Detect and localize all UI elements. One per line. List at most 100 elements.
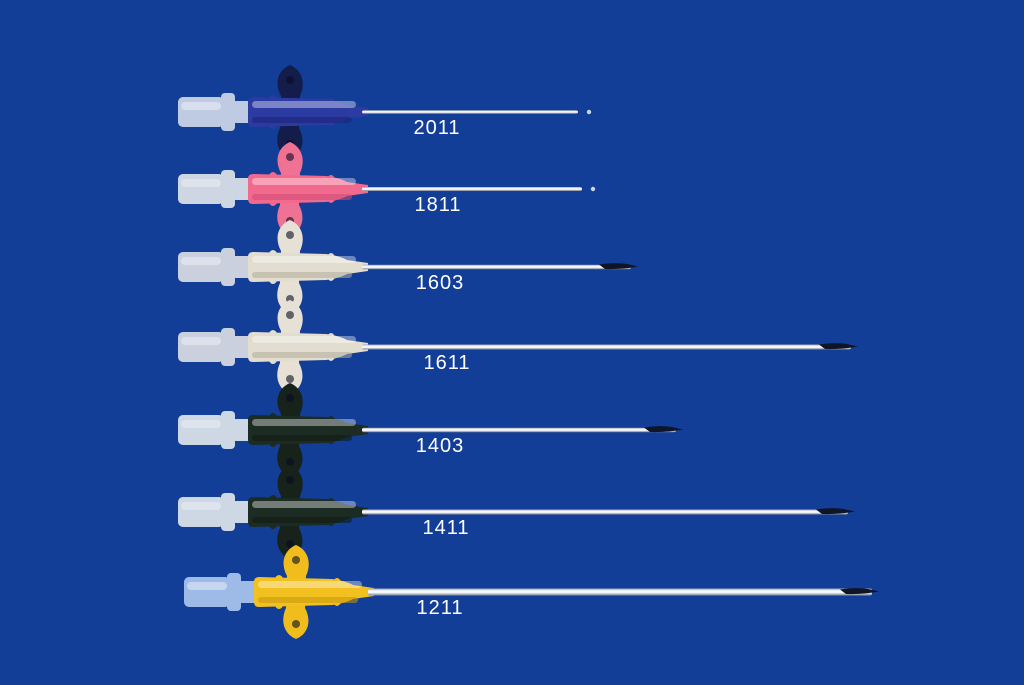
hub-highlight xyxy=(258,581,362,588)
cap-stub xyxy=(240,581,257,603)
bevel-opening xyxy=(819,343,858,350)
catheter: 1611 xyxy=(178,300,858,394)
hub-shadow xyxy=(252,117,352,123)
bevel-opening xyxy=(644,426,683,433)
wing-hole-bottom xyxy=(286,540,294,548)
luer-cap xyxy=(178,411,251,449)
needle-shaft xyxy=(362,509,848,515)
cap-cylinder xyxy=(178,497,224,527)
needle-bevel-tip-icon xyxy=(819,343,858,350)
needle-shaft xyxy=(362,110,578,114)
hub-shadow xyxy=(252,272,352,278)
hub-highlight xyxy=(252,336,356,343)
needle-shaft xyxy=(362,427,676,433)
hub-shadow xyxy=(252,435,352,441)
detached-point-dot xyxy=(590,186,596,192)
cap-highlight xyxy=(181,257,221,265)
cap-stub xyxy=(234,101,251,123)
cap-collar xyxy=(221,328,235,366)
cap-highlight xyxy=(181,179,221,187)
catheter-hub xyxy=(248,495,368,529)
hub-ring-left xyxy=(272,575,286,609)
needle-shaft xyxy=(362,187,582,191)
cap-highlight xyxy=(181,337,221,345)
bevel-opening xyxy=(599,263,638,270)
luer-cap xyxy=(178,170,251,208)
wing-hole-top xyxy=(286,76,294,84)
catheter-hub xyxy=(254,575,374,609)
wing-hole-top xyxy=(292,556,300,564)
wing-hole-top xyxy=(286,153,294,161)
cap-cylinder xyxy=(178,332,224,362)
cap-collar xyxy=(221,248,235,286)
cap-collar xyxy=(221,411,235,449)
needle-shaft xyxy=(362,264,631,270)
hub-highlight xyxy=(252,419,356,426)
cap-highlight xyxy=(181,420,221,428)
hub-ring-left xyxy=(266,495,280,529)
cap-cylinder xyxy=(178,97,224,127)
size-code-label: 1611 xyxy=(423,352,470,374)
cap-highlight xyxy=(181,502,221,510)
hub-shadow xyxy=(252,194,352,200)
cap-collar xyxy=(221,493,235,531)
cap-highlight xyxy=(181,102,221,110)
needle-point-dot-icon xyxy=(590,186,596,192)
catheter: 1403 xyxy=(178,383,683,477)
hub-shadow xyxy=(252,517,352,523)
luer-cap xyxy=(178,328,251,366)
size-code-label: 1403 xyxy=(416,435,465,457)
hub-ring-left xyxy=(266,95,280,129)
wing-hole-bottom xyxy=(286,458,294,466)
hub-ring-left xyxy=(266,330,280,364)
hub-highlight xyxy=(252,501,356,508)
hub-ring-left xyxy=(266,172,280,206)
luer-cap xyxy=(178,93,251,131)
cap-stub xyxy=(234,256,251,278)
cap-stub xyxy=(234,501,251,523)
luer-cap xyxy=(178,493,251,531)
cap-cylinder xyxy=(184,577,230,607)
size-code-label: 1811 xyxy=(414,194,461,216)
needle-point-dot-icon xyxy=(586,109,592,115)
size-code-label: 1603 xyxy=(416,272,465,294)
catheter: 1603 xyxy=(178,220,638,314)
catheter: 2011 xyxy=(178,65,592,159)
cap-collar xyxy=(227,573,241,611)
wing-hole-bottom xyxy=(286,375,294,383)
needle-bevel-tip-icon xyxy=(644,426,683,433)
catheter: 1811 xyxy=(178,142,596,236)
hub-ring-left xyxy=(266,250,280,284)
hub-highlight xyxy=(252,101,356,108)
cap-cylinder xyxy=(178,174,224,204)
catheter-hub xyxy=(248,172,368,206)
needle-bevel-tip-icon xyxy=(816,508,855,515)
detached-point-dot xyxy=(586,109,592,115)
wing-hole-top xyxy=(286,231,294,239)
catheter: 1211 xyxy=(184,545,879,639)
wing-hole-top xyxy=(286,394,294,402)
cap-stub xyxy=(234,336,251,358)
catheter-hub xyxy=(248,330,368,364)
catheter-hub xyxy=(248,250,368,284)
catheter-hub xyxy=(248,95,368,129)
cap-highlight xyxy=(187,582,227,590)
hub-shadow xyxy=(252,352,352,358)
bevel-opening xyxy=(840,588,879,595)
cap-cylinder xyxy=(178,252,224,282)
needle-bevel-tip-icon xyxy=(840,588,879,595)
wing-hole-top xyxy=(286,476,294,484)
hub-shadow xyxy=(258,597,358,603)
wing-hole-top xyxy=(286,311,294,319)
cap-stub xyxy=(234,419,251,441)
bevel-opening xyxy=(816,508,855,515)
hub-ring-left xyxy=(266,413,280,447)
size-code-label: 2011 xyxy=(413,117,460,139)
luer-cap xyxy=(178,248,251,286)
size-code-label: 1411 xyxy=(422,517,469,539)
luer-cap xyxy=(184,573,257,611)
needle-shaft xyxy=(368,588,872,596)
cap-collar xyxy=(221,93,235,131)
